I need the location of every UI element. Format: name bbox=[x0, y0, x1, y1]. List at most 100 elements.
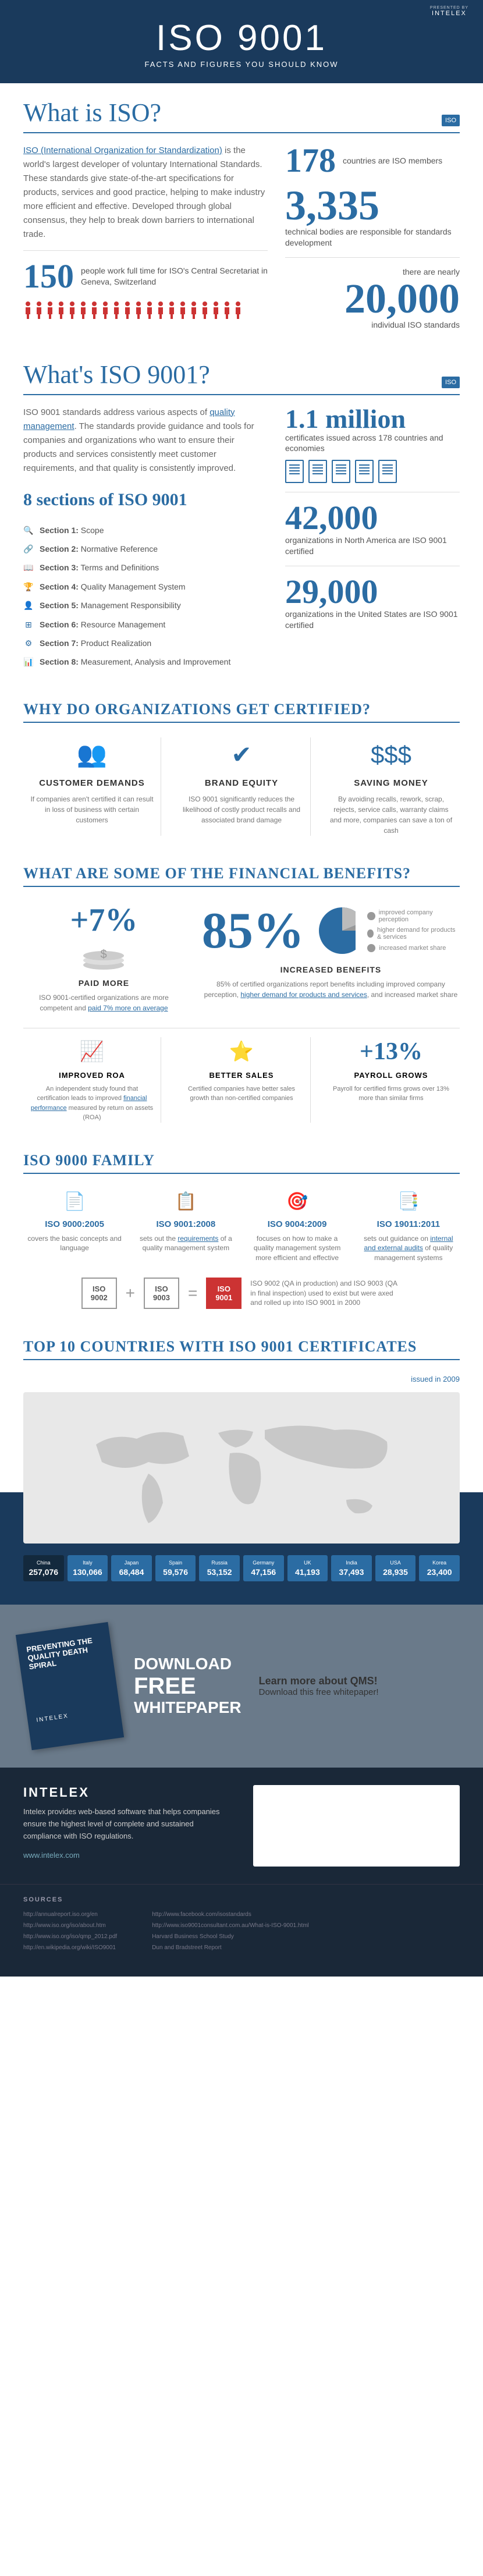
cta-section: PREVENTING THE QUALITY DEATH SPIRAL INTE… bbox=[0, 1605, 483, 1768]
source-link[interactable]: Dun and Bradstreet Report bbox=[152, 1942, 309, 1953]
section-icon: ⚙ bbox=[23, 638, 34, 648]
section-icon: 👤 bbox=[23, 600, 34, 611]
stat-20000: 20,000 bbox=[285, 278, 460, 320]
section-icon: 🏆 bbox=[23, 581, 34, 592]
why-icon: $$$ bbox=[329, 737, 453, 772]
inc-pct: 85% bbox=[202, 902, 304, 960]
sections-title: 8 sections of ISO 9001 bbox=[23, 486, 268, 514]
financial-title: WHAT ARE SOME OF THE FINANCIAL BENEFITS? bbox=[23, 865, 460, 887]
section-item: 🏆Section 4: Quality Management System bbox=[23, 577, 268, 596]
stat-42000: 42,000 bbox=[285, 501, 460, 535]
country-item: Japan68,484 bbox=[111, 1555, 152, 1581]
brand-badge: PRESENTED BY INTELEX bbox=[430, 6, 468, 17]
family-title: ISO 9000 FAMILY bbox=[23, 1152, 460, 1174]
dashboard-preview bbox=[253, 1785, 460, 1867]
source-link[interactable]: http://www.iso.org/iso/qmp_2012.pdf bbox=[23, 1931, 117, 1942]
download-cta[interactable]: DOWNLOAD FREE WHITEPAPER bbox=[134, 1655, 242, 1717]
family-item: 🎯ISO 9004:2009focuses on how to make a q… bbox=[246, 1188, 349, 1263]
stat-3335: 3,335 bbox=[285, 184, 460, 226]
brand-name: INTELEX bbox=[430, 10, 468, 17]
what-is-iso-section: What is ISO? ISO ISO (International Orga… bbox=[0, 83, 483, 345]
iso-9001-box: ISO9001 bbox=[206, 1278, 242, 1309]
iso-link[interactable]: ISO (International Organization for Stan… bbox=[23, 146, 222, 155]
family-item: 📑ISO 19011:2011sets out guidance on inte… bbox=[357, 1188, 460, 1263]
country-item: Korea23,400 bbox=[419, 1555, 460, 1581]
stat-1-1m: 1.1 million bbox=[285, 406, 460, 432]
why-title: WHY DO ORGANIZATIONS GET CERTIFIED? bbox=[23, 701, 460, 723]
inc-link[interactable]: higher demand for products and services bbox=[240, 991, 367, 999]
family-section: ISO 9000 FAMILY 📄ISO 9000:2005covers the… bbox=[0, 1137, 483, 1324]
section-item: 👤Section 5: Management Responsibility bbox=[23, 596, 268, 615]
page-subtitle: FACTS AND FIGURES YOU SHOULD KNOW bbox=[12, 60, 471, 69]
section-item: 📊Section 8: Measurement, Analysis and Im… bbox=[23, 652, 268, 671]
whitepaper-book: PREVENTING THE QUALITY DEATH SPIRAL INTE… bbox=[16, 1622, 124, 1750]
family-icon: 🎯 bbox=[246, 1188, 349, 1215]
family-icon: 📑 bbox=[357, 1188, 460, 1215]
source-link[interactable]: http://en.wikipedia.org/wiki/ISO9001 bbox=[23, 1942, 117, 1953]
fin-item: +13%PAYROLL GROWSPayroll for certified f… bbox=[322, 1037, 460, 1123]
sections-list: 🔍Section 1: Scope🔗Section 2: Normative R… bbox=[23, 521, 268, 672]
section-item: 📖Section 3: Terms and Definitions bbox=[23, 558, 268, 577]
source-link[interactable]: http://www.facebook.com/isostandards bbox=[152, 1909, 309, 1920]
svg-text:$: $ bbox=[101, 948, 107, 961]
document-icons bbox=[285, 460, 460, 483]
section-icon: 🔗 bbox=[23, 544, 34, 554]
fin-icon: +13% bbox=[328, 1037, 454, 1066]
fin-icon: ⭐ bbox=[179, 1037, 304, 1066]
country-item: USA28,935 bbox=[375, 1555, 416, 1581]
family-icon: 📄 bbox=[23, 1188, 126, 1215]
country-item: Spain59,576 bbox=[155, 1555, 196, 1581]
what-is-9001-section: What's ISO 9001? ISO ISO 9001 standards … bbox=[0, 345, 483, 686]
section-icon: 🔍 bbox=[23, 525, 34, 535]
family-icon: 📋 bbox=[134, 1188, 237, 1215]
footer-brand: INTELEX bbox=[23, 1785, 230, 1800]
people-icons bbox=[23, 300, 268, 324]
why-item: $$$SAVING MONEYBy avoiding recalls, rewo… bbox=[322, 737, 460, 836]
country-item: Italy130,066 bbox=[68, 1555, 108, 1581]
paid-link[interactable]: paid 7% more on average bbox=[88, 1004, 168, 1012]
source-link[interactable]: http://www.iso.org/iso/about.htm bbox=[23, 1920, 117, 1931]
what-is-iso-body: ISO (International Organization for Stan… bbox=[23, 144, 268, 331]
fin-item: 📈IMPROVED ROAAn independent study found … bbox=[23, 1037, 161, 1123]
section-item: 🔍Section 1: Scope bbox=[23, 521, 268, 540]
section-item: ⊞Section 6: Resource Management bbox=[23, 615, 268, 634]
iso-9002-box: ISO9002 bbox=[81, 1278, 117, 1309]
fin-icon: 📈 bbox=[29, 1037, 155, 1066]
what-is-iso-title: What is ISO? ISO bbox=[23, 98, 460, 133]
what-is-9001-title: What's ISO 9001? ISO bbox=[23, 360, 460, 395]
stat-29000: 29,000 bbox=[285, 575, 460, 609]
sources-title: SOURCES bbox=[23, 1896, 460, 1903]
section-icon: ⊞ bbox=[23, 619, 34, 630]
why-icon: 👥 bbox=[30, 737, 154, 772]
iso-badge-icon: ISO bbox=[442, 377, 460, 388]
source-link[interactable]: http://www.iso9001consultant.com.au/What… bbox=[152, 1920, 309, 1931]
top-countries-section: TOP 10 COUNTRIES WITH ISO 9001 CERTIFICA… bbox=[0, 1324, 483, 1605]
source-link[interactable]: Harvard Business School Study bbox=[152, 1931, 309, 1942]
section-item: ⚙Section 7: Product Realization bbox=[23, 634, 268, 652]
country-item: China257,076 bbox=[23, 1555, 64, 1581]
presented-by-label: PRESENTED BY bbox=[430, 6, 468, 10]
header: PRESENTED BY INTELEX ISO 9001 FACTS AND … bbox=[0, 0, 483, 83]
coins-icon: $ bbox=[80, 942, 127, 971]
paid-pct: +7% bbox=[23, 902, 184, 939]
pie-legend: improved company perceptionhigher demand… bbox=[367, 906, 460, 956]
fin-item: ⭐BETTER SALESCertified companies have be… bbox=[173, 1037, 311, 1123]
source-link[interactable]: http://annualreport.iso.org/en bbox=[23, 1909, 117, 1920]
country-item: India37,493 bbox=[331, 1555, 372, 1581]
country-item: Russia53,152 bbox=[199, 1555, 240, 1581]
sources-section: SOURCES http://annualreport.iso.org/enht… bbox=[0, 1884, 483, 1977]
section-icon: 📊 bbox=[23, 657, 34, 667]
stat-150: 150 bbox=[23, 260, 74, 293]
issued-label: issued in 2009 bbox=[23, 1375, 460, 1383]
footer: INTELEX Intelex provides web-based softw… bbox=[0, 1768, 483, 1884]
why-item: ✔BRAND EQUITYISO 9001 significantly redu… bbox=[173, 737, 311, 836]
family-item: 📋ISO 9001:2008sets out the requirements … bbox=[134, 1188, 237, 1263]
footer-url[interactable]: www.intelex.com bbox=[23, 1851, 80, 1860]
top-title: TOP 10 COUNTRIES WITH ISO 9001 CERTIFICA… bbox=[23, 1338, 460, 1360]
countries-list: China257,076Italy130,066Japan68,484Spain… bbox=[23, 1555, 460, 1581]
country-item: UK41,193 bbox=[287, 1555, 328, 1581]
why-item: 👥CUSTOMER DEMANDSIf companies aren't cer… bbox=[23, 737, 161, 836]
pie-icon bbox=[316, 904, 356, 957]
learn-more: Learn more about QMS! Download this free… bbox=[259, 1675, 379, 1697]
section-icon: 📖 bbox=[23, 563, 34, 573]
